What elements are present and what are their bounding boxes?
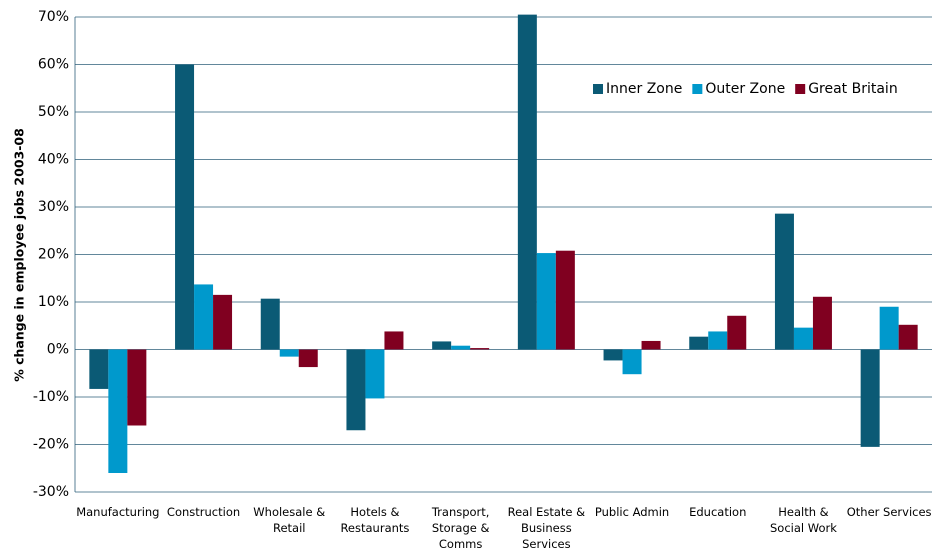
bar <box>812 296 832 350</box>
bar <box>365 349 385 399</box>
legend-swatch <box>795 84 806 94</box>
y-tick-label: -20% <box>33 437 69 453</box>
bar <box>451 345 471 350</box>
x-tick-label: Other Services <box>846 505 932 519</box>
bar <box>555 250 575 350</box>
x-tick-label: Real Estate & Business Services <box>507 505 586 550</box>
bar <box>298 349 318 368</box>
y-tick-label: -30% <box>33 484 69 500</box>
y-axis-label: % change in employee jobs 2003-08 <box>12 128 27 382</box>
y-tick-label: 40% <box>38 152 69 168</box>
bar <box>622 349 642 375</box>
bar <box>175 64 195 350</box>
legend-label: Outer Zone <box>705 81 785 97</box>
bar <box>898 324 918 350</box>
x-tick-label: Manufacturing <box>76 505 160 519</box>
bar <box>689 336 709 350</box>
legend-label: Great Britain <box>808 81 898 97</box>
x-tick-label: Health & Social Work <box>770 505 837 535</box>
bar <box>127 349 147 426</box>
bar <box>279 349 299 357</box>
bar <box>384 331 404 350</box>
bar <box>432 341 452 350</box>
y-tick-label: 60% <box>38 57 69 73</box>
y-tick-label: -10% <box>33 389 69 405</box>
bar <box>879 306 899 350</box>
bar <box>536 253 556 350</box>
bar <box>641 340 661 350</box>
y-tick-label: 50% <box>38 104 69 120</box>
bar <box>727 315 747 350</box>
x-tick-label: Hotels & Restaurants <box>340 505 410 535</box>
y-tick-label: 0% <box>47 342 69 358</box>
bar <box>860 349 880 447</box>
bar <box>260 298 280 350</box>
y-tick-label: 30% <box>38 199 69 215</box>
legend-label: Inner Zone <box>606 81 682 97</box>
bar <box>213 294 233 350</box>
x-tick-label: Education <box>689 505 747 519</box>
x-tick-label: Public Admin <box>594 505 670 519</box>
bar <box>708 331 728 350</box>
legend-swatch <box>593 84 603 94</box>
y-tick-label: 20% <box>38 247 69 263</box>
bar <box>194 284 214 350</box>
x-tick-label: Wholesale & Retail <box>253 505 326 535</box>
x-tick-label: Construction <box>166 505 241 519</box>
y-tick-label: 10% <box>38 294 69 310</box>
bar <box>793 327 813 350</box>
bar <box>603 349 623 361</box>
bar <box>517 14 537 350</box>
bar <box>470 348 490 350</box>
bar <box>346 349 366 431</box>
bar <box>774 213 794 350</box>
bar <box>108 349 128 473</box>
legend-swatch <box>692 84 703 94</box>
y-tick-label: 70% <box>38 9 69 25</box>
x-tick-label: Transport, Storage & Comms <box>431 505 490 550</box>
bar <box>89 349 109 389</box>
